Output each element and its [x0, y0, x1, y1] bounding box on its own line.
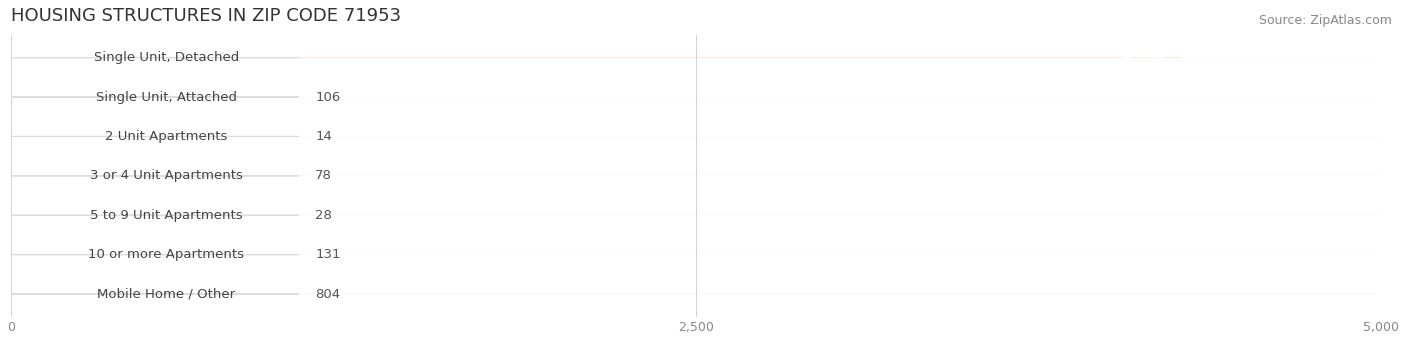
Text: 14: 14: [315, 130, 332, 143]
Text: Source: ZipAtlas.com: Source: ZipAtlas.com: [1258, 14, 1392, 27]
Text: 4,268: 4,268: [1122, 51, 1164, 64]
Text: 10 or more Apartments: 10 or more Apartments: [89, 248, 245, 261]
Text: 3 or 4 Unit Apartments: 3 or 4 Unit Apartments: [90, 169, 243, 182]
Text: 804: 804: [315, 287, 340, 300]
Text: HOUSING STRUCTURES IN ZIP CODE 71953: HOUSING STRUCTURES IN ZIP CODE 71953: [11, 7, 401, 25]
Text: Single Unit, Detached: Single Unit, Detached: [94, 51, 239, 64]
Text: 28: 28: [315, 209, 332, 222]
Text: 2 Unit Apartments: 2 Unit Apartments: [105, 130, 228, 143]
Text: 106: 106: [315, 91, 340, 104]
Text: 5 to 9 Unit Apartments: 5 to 9 Unit Apartments: [90, 209, 243, 222]
Text: Mobile Home / Other: Mobile Home / Other: [97, 287, 235, 300]
Text: Single Unit, Attached: Single Unit, Attached: [96, 91, 236, 104]
Text: 131: 131: [315, 248, 340, 261]
Text: 78: 78: [315, 169, 332, 182]
